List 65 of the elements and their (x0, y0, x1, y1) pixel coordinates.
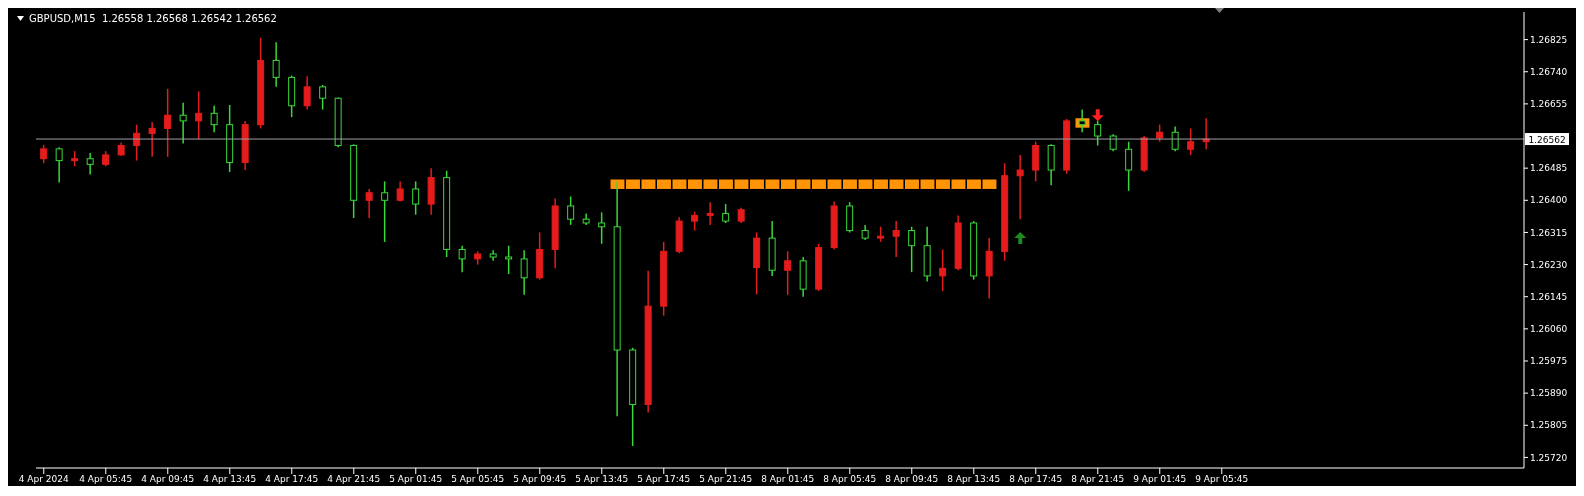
candlestick (458, 244, 466, 273)
candlestick (381, 180, 389, 243)
candlestick (303, 75, 311, 111)
y-tick-label: 1.26315 (1530, 227, 1568, 238)
x-tick-label: 9 Apr 01:45 (1133, 474, 1187, 485)
x-tick-label: 8 Apr 17:45 (1009, 474, 1063, 485)
candlestick (1016, 154, 1024, 220)
x-tick-label: 4 Apr 09:45 (141, 474, 195, 485)
candlestick (55, 146, 63, 184)
x-tick-label: 8 Apr 21:45 (1071, 474, 1125, 485)
candlestick (722, 203, 730, 224)
x-tick-label: 5 Apr 21:45 (699, 474, 753, 485)
chart-title: GBPUSD,M15 1.26558 1.26568 1.26542 1.26562 (29, 13, 277, 24)
y-tick-label: 1.26740 (1530, 66, 1568, 77)
candlestick (164, 88, 172, 158)
y-tick-label: 1.25890 (1530, 388, 1568, 399)
candlestick (520, 249, 528, 296)
candlestick (319, 84, 327, 111)
candlestick (179, 102, 187, 145)
y-tick-label: 1.26230 (1530, 259, 1568, 270)
y-tick-label: 1.25720 (1530, 452, 1568, 463)
x-tick-label: 5 Apr 09:45 (513, 474, 567, 485)
candlestick (412, 180, 420, 216)
x-tick-label: 8 Apr 09:45 (885, 474, 939, 485)
x-tick-label: 5 Apr 17:45 (637, 474, 691, 485)
y-tick-label: 1.25805 (1530, 420, 1568, 431)
x-tick-label: 4 Apr 21:45 (327, 474, 381, 485)
x-tick-label: 8 Apr 13:45 (947, 474, 1001, 485)
y-tick-label: 1.26400 (1530, 195, 1568, 206)
y-tick-label: 1.26145 (1530, 291, 1568, 302)
x-tick-label: 5 Apr 13:45 (575, 474, 629, 485)
candlestick (272, 41, 280, 88)
x-tick-label: 5 Apr 01:45 (389, 474, 443, 485)
x-tick-label: 8 Apr 05:45 (823, 474, 877, 485)
candlestick (1125, 140, 1133, 192)
candlestick (939, 248, 947, 292)
x-tick-label: 8 Apr 01:45 (761, 474, 815, 485)
y-tick-label: 1.25975 (1530, 356, 1568, 367)
candlestick (365, 188, 373, 219)
candlestick (1187, 127, 1195, 156)
x-tick-label: 4 Apr 2024 (18, 474, 69, 485)
x-tick-label: 9 Apr 05:45 (1195, 474, 1249, 485)
x-tick-label: 4 Apr 17:45 (265, 474, 319, 485)
candlestick (598, 211, 606, 245)
candlestick (195, 90, 203, 140)
ref-line-label: 1.26562 (1528, 134, 1566, 145)
x-tick-label: 4 Apr 05:45 (79, 474, 133, 485)
x-tick-label: 5 Apr 05:45 (451, 474, 505, 485)
y-tick-label: 1.26825 (1530, 34, 1568, 45)
candlestick (892, 220, 900, 258)
y-tick-label: 1.26655 (1530, 99, 1568, 110)
candlestick (691, 210, 699, 232)
candlestick (505, 244, 513, 275)
y-tick-label: 1.26060 (1530, 324, 1568, 335)
candlestick (706, 201, 714, 226)
candlestick (148, 121, 156, 158)
candlestick (908, 226, 916, 273)
y-tick-label: 1.26485 (1530, 163, 1568, 174)
candlestick (86, 152, 94, 176)
candlestick (567, 195, 575, 226)
candlestick (1171, 125, 1179, 152)
x-tick-label: 4 Apr 13:45 (203, 474, 257, 485)
candlestick (210, 105, 218, 133)
candlestick (40, 144, 48, 164)
candlestick (784, 250, 792, 296)
